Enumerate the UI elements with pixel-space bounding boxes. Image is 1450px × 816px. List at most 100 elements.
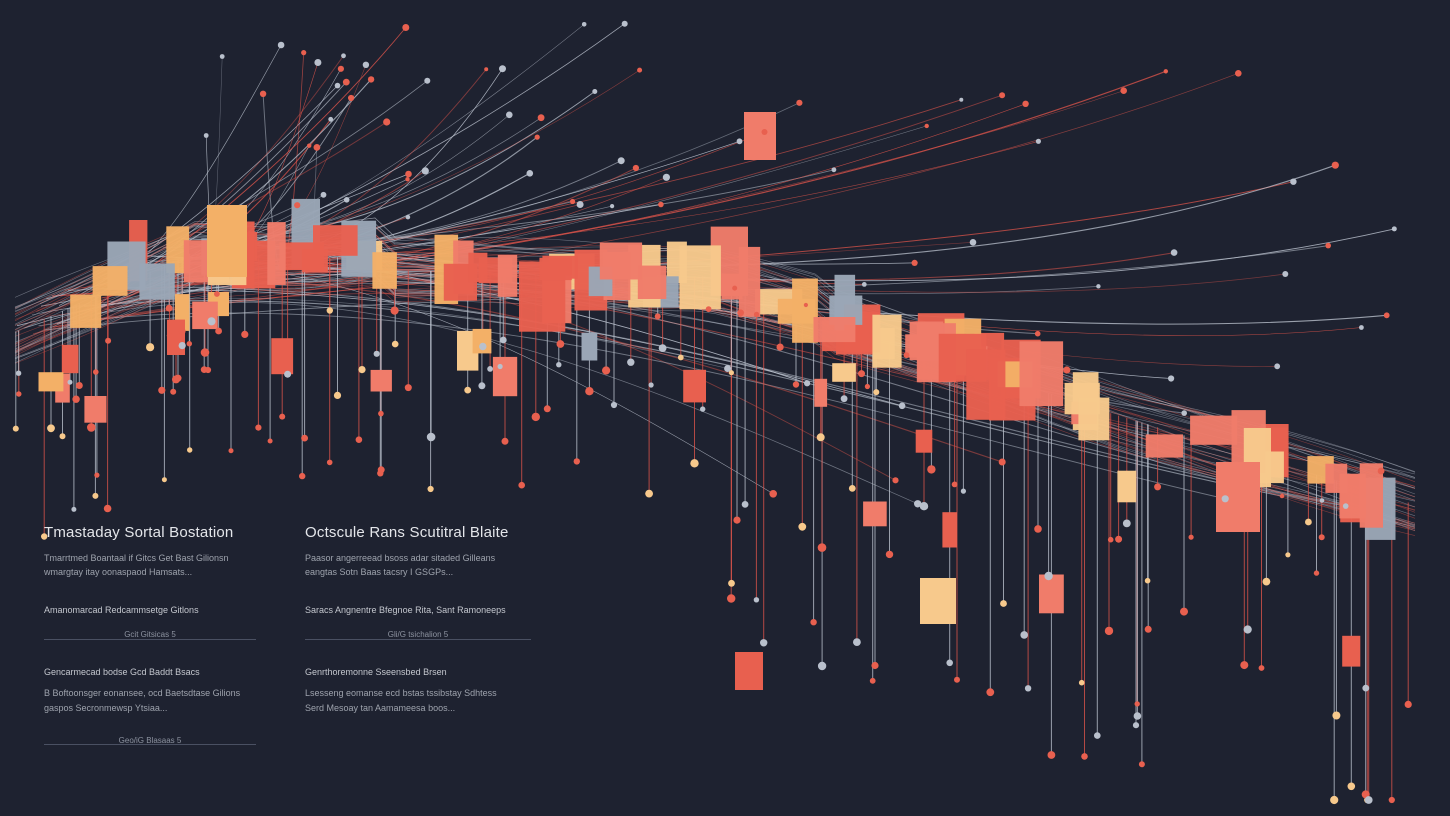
stem-end-dot	[658, 344, 667, 352]
hanging-block	[271, 338, 294, 375]
bar-block	[735, 652, 763, 690]
node-dot	[637, 67, 643, 73]
node-dot	[537, 114, 545, 122]
stem-end-dot	[41, 533, 48, 540]
node-dot	[898, 402, 906, 410]
divider	[44, 639, 256, 640]
stem-end-dot	[1262, 577, 1271, 586]
stem-end-dot	[390, 306, 399, 315]
stem-end-dot	[299, 472, 306, 480]
stem-end-dot	[1332, 711, 1341, 720]
bar-block	[92, 266, 128, 296]
node-dot	[736, 138, 743, 145]
stem-end-dot	[792, 381, 800, 388]
panel-section-label: Genrthoremonne Sseensbed Brsen	[305, 667, 447, 677]
stem-end-dot	[946, 659, 953, 667]
connection-curve	[215, 228, 1395, 282]
panel-description-line: wmargtay itay oonaspaod Hamsats...	[44, 567, 193, 577]
node-dot	[1034, 330, 1041, 337]
stem-end-dot	[161, 477, 167, 483]
stem-end-dot	[1318, 534, 1325, 541]
node-dot	[1359, 325, 1364, 330]
stem-end-dot	[556, 340, 565, 348]
stem-end-dot	[479, 342, 487, 351]
stem-end-dot	[92, 492, 99, 499]
stem-end-dot	[214, 291, 220, 297]
bar-block	[267, 222, 286, 285]
node-dot	[314, 59, 322, 66]
stem-end-dot	[543, 405, 551, 413]
stem-end-dot	[1034, 525, 1042, 533]
node-dot	[570, 198, 576, 205]
bar-block	[872, 314, 902, 368]
node-dot	[581, 22, 587, 27]
bar-block	[468, 252, 488, 283]
node-dot	[1168, 375, 1175, 382]
stem-end-dot	[858, 370, 865, 378]
stem-end-dot	[1154, 483, 1162, 491]
stem-end-dot	[1078, 679, 1085, 686]
stem-end-dot	[741, 501, 749, 508]
stem-end-dot	[627, 358, 635, 366]
stem-end-dot	[47, 424, 55, 433]
stem-end-dot	[798, 522, 807, 531]
panel-description-line: gaspos Secronmewsp Ytsiaa...	[44, 703, 168, 713]
node-dot	[1274, 363, 1281, 370]
stem-end-dot	[1347, 782, 1356, 791]
stem-end-dot	[105, 337, 112, 344]
node-dot	[499, 65, 506, 73]
bar-block	[497, 254, 518, 297]
node-dot	[662, 173, 671, 181]
stem-end-dot	[186, 341, 192, 347]
stem-end-dot	[690, 459, 699, 468]
bar-blocks	[38, 112, 1396, 690]
stem-end-dot	[93, 369, 99, 375]
stem-end-dot	[1107, 536, 1114, 543]
stem-end-dot	[700, 406, 706, 412]
stem-end-dot	[165, 304, 173, 312]
stem-end-dot	[12, 425, 19, 432]
node-dot	[405, 177, 410, 182]
stem-end-dot	[986, 688, 995, 697]
stem-end-dot	[207, 317, 216, 326]
node-dot	[737, 309, 744, 317]
stem-end-dot	[501, 437, 509, 445]
flow-line	[14, 275, 1416, 528]
stem-end-dot	[174, 374, 182, 382]
node-dot	[831, 167, 837, 173]
stem-end-dot	[67, 379, 73, 385]
node-dot	[621, 20, 628, 27]
panel-description-line: B Boftoonsger eonansee, ocd Baetsdtase G…	[44, 688, 241, 698]
stem-end-dot	[72, 395, 80, 403]
stem-end-dot	[817, 543, 827, 552]
bar-block	[599, 242, 643, 280]
stem-end-dot	[753, 597, 760, 603]
panel-description-line: Paasor angerreead bsoss adar sitaded Gil…	[305, 553, 496, 563]
stem-end-dot	[1122, 519, 1131, 528]
hanging-block	[863, 501, 887, 527]
stem-end-dot	[840, 395, 848, 403]
node-dot	[341, 53, 346, 59]
node-dot	[1170, 249, 1178, 256]
node-dot	[1377, 467, 1385, 475]
stem-end-dot	[1180, 607, 1188, 616]
stem-end-dot	[355, 436, 363, 444]
node-dot	[1221, 495, 1229, 503]
node-dot	[705, 306, 712, 313]
stem-end-dot	[426, 432, 436, 442]
stem-end-dot	[377, 466, 385, 474]
stem-end-dot	[87, 423, 96, 432]
bar-block	[721, 273, 743, 300]
node-dot	[803, 302, 809, 308]
panel-description-line: eangtas Sotn Baas tacsry I GSGPs...	[305, 567, 454, 577]
stem-end-dot	[610, 401, 618, 409]
stem-end-dot	[1104, 626, 1114, 636]
stem-end-dot	[1258, 665, 1265, 671]
stem-end-dot	[326, 459, 333, 466]
hanging-block	[915, 429, 933, 453]
node-dot	[617, 157, 625, 165]
hanging-block	[1342, 635, 1361, 667]
hanging-block	[492, 356, 518, 397]
stem-end-dot	[1000, 600, 1007, 607]
